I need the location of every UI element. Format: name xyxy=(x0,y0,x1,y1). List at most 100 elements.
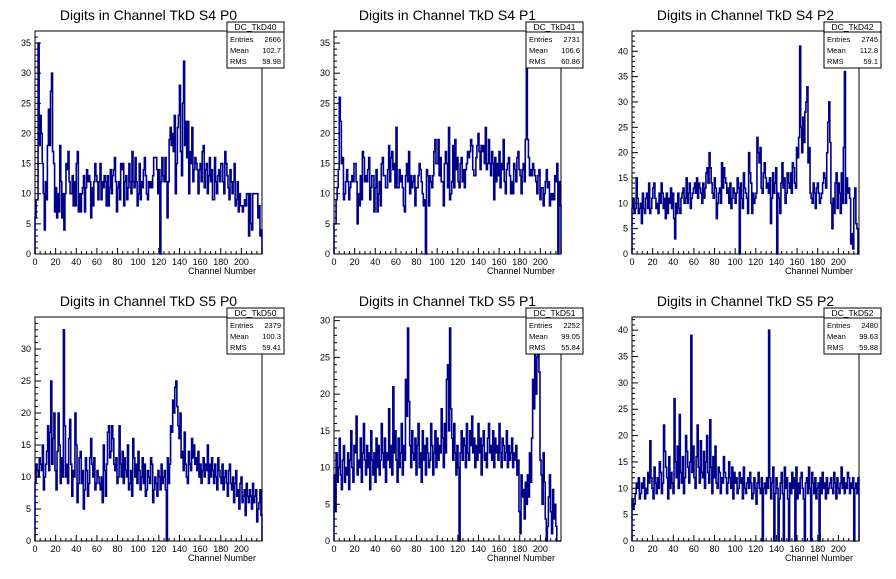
histogram-bin xyxy=(170,127,171,254)
histogram-bin xyxy=(643,208,644,254)
y-tick-label: 0 xyxy=(26,536,31,546)
histogram-bin xyxy=(173,152,174,254)
histogram-bin xyxy=(744,188,745,254)
histogram-bin xyxy=(443,206,444,254)
x-tick-label: 40 xyxy=(370,544,380,554)
histogram-bin xyxy=(668,499,669,541)
histogram-bin xyxy=(367,182,368,254)
histogram-bin xyxy=(443,468,444,541)
histogram-bin xyxy=(163,176,164,254)
histogram-bin xyxy=(504,460,505,541)
histogram-bin xyxy=(673,494,674,541)
histogram-bin xyxy=(242,503,243,541)
histogram-bin xyxy=(196,164,197,254)
histogram-bin xyxy=(388,460,389,541)
x-tick-label: 180 xyxy=(512,544,527,554)
histogram-bin xyxy=(117,212,118,254)
histogram-bin xyxy=(341,164,342,254)
histogram-bin xyxy=(349,200,350,254)
x-tick-label: 160 xyxy=(790,257,805,267)
histogram-bin xyxy=(245,515,246,541)
histogram-bin xyxy=(635,208,636,254)
histogram-bin xyxy=(375,482,376,541)
histogram-bin xyxy=(552,534,553,541)
histogram-bin xyxy=(102,503,103,541)
histogram-bin xyxy=(806,102,807,254)
histogram-bin xyxy=(815,208,816,254)
histogram-bin xyxy=(67,170,68,254)
histogram-bin xyxy=(833,494,834,541)
x-axis-label: Channel Number xyxy=(785,266,853,276)
histogram-bin xyxy=(347,475,348,541)
histogram-bin xyxy=(399,468,400,541)
histogram-bin xyxy=(377,468,378,541)
histogram-bin xyxy=(230,483,231,541)
stats-key: Entries xyxy=(827,321,851,330)
histogram-bin xyxy=(462,182,463,254)
histogram-bin xyxy=(101,200,102,254)
histogram-bin xyxy=(392,475,393,541)
stats-box: DC_TkD42 Entries 2745 Mean 112.8 RMS 59.1 xyxy=(823,21,882,69)
histogram-bin xyxy=(459,188,460,254)
histogram-bin xyxy=(249,236,250,254)
histogram-bin xyxy=(124,206,125,254)
histogram-bin xyxy=(156,158,157,254)
histogram-bin xyxy=(387,188,388,254)
histogram-bin xyxy=(193,182,194,254)
histogram-bin xyxy=(848,193,849,254)
histogram-bin xyxy=(837,208,838,254)
histogram-bin xyxy=(341,490,342,541)
x-tick-label: 140 xyxy=(172,257,187,267)
histogram-bin xyxy=(789,188,790,254)
histogram-bin xyxy=(232,194,233,254)
y-tick-label: 0 xyxy=(623,249,628,259)
histogram-bin xyxy=(651,208,652,254)
y-tick-label: 40 xyxy=(618,325,628,335)
histogram-bin xyxy=(106,206,107,254)
histogram-bin xyxy=(143,483,144,541)
x-tick-label: 80 xyxy=(113,544,123,554)
histogram-bin xyxy=(248,503,249,541)
stats-name: DC_TkD50 xyxy=(234,308,276,318)
histogram-bin xyxy=(677,213,678,254)
histogram-bin xyxy=(380,206,381,254)
histogram-bin xyxy=(390,468,391,541)
y-tick-label: 5 xyxy=(623,224,628,234)
histogram-bin xyxy=(513,468,514,541)
histogram-bin xyxy=(123,483,124,541)
histogram-bin xyxy=(64,230,65,254)
x-tick-label: 200 xyxy=(234,544,249,554)
histogram-bin xyxy=(496,453,497,541)
histogram-bin xyxy=(791,494,792,541)
histogram-bin xyxy=(400,182,401,254)
histogram-bin xyxy=(397,188,398,254)
histogram-bin xyxy=(130,483,131,541)
histogram-bin xyxy=(727,494,728,541)
x-tick-label: 0 xyxy=(331,544,336,554)
histogram-bin xyxy=(742,208,743,254)
histogram-bin xyxy=(474,176,475,254)
histogram-bin xyxy=(242,212,243,254)
histogram-bin xyxy=(756,193,757,254)
histogram-bin xyxy=(177,407,178,541)
histogram-bin xyxy=(408,182,409,254)
histogram-bin xyxy=(675,239,676,254)
histogram-bin xyxy=(816,499,817,541)
histogram-bin xyxy=(403,206,404,254)
x-tick-label: 120 xyxy=(748,544,763,554)
y-tick-label: 30 xyxy=(21,344,31,354)
histogram-line xyxy=(34,42,263,255)
histogram-bin xyxy=(705,488,706,541)
histogram-bin xyxy=(528,497,529,541)
histogram-bin xyxy=(439,176,440,254)
histogram-bin xyxy=(227,496,228,541)
stats-key: Mean xyxy=(230,332,249,341)
histogram-bin xyxy=(716,219,717,254)
histogram-bin xyxy=(220,477,221,541)
x-tick-label: 140 xyxy=(769,257,784,267)
histogram-bin xyxy=(832,488,833,541)
histogram-panel-1: Digits in Channel TkD S4 P00 20 40 60 80 100 1… xyxy=(21,7,285,276)
x-tick-label: 160 xyxy=(790,544,805,554)
histogram-bin xyxy=(445,453,446,541)
